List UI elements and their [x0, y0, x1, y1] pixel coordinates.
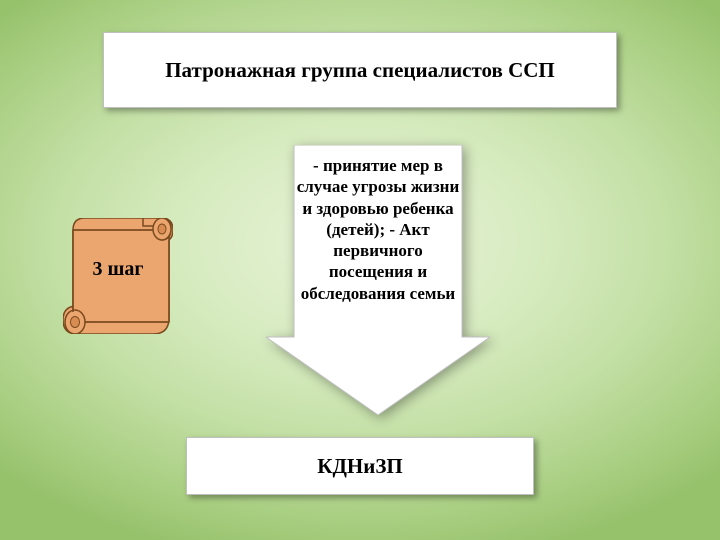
bottom-box-text: КДНиЗП: [317, 454, 403, 479]
scroll-text: 3 шаг: [75, 258, 161, 281]
arrow-text: - принятие мер в случае угрозы жизни и з…: [294, 155, 462, 304]
top-box: Патронажная группа специалистов ССП: [103, 32, 617, 108]
down-arrow: - принятие мер в случае угрозы жизни и з…: [266, 145, 490, 415]
top-box-text: Патронажная группа специалистов ССП: [165, 58, 555, 83]
bottom-box: КДНиЗП: [186, 437, 534, 495]
step-scroll: 3 шаг: [63, 218, 173, 334]
